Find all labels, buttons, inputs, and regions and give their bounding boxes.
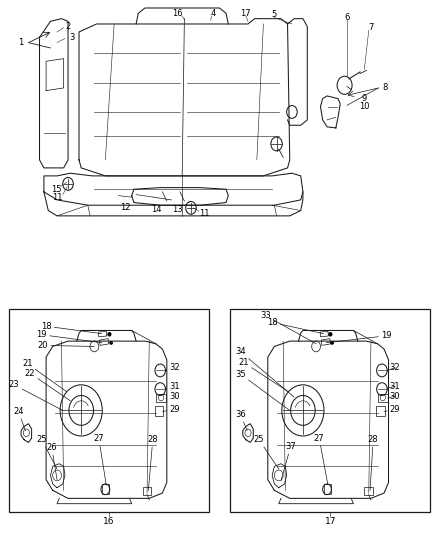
- Text: 34: 34: [235, 348, 293, 397]
- Text: 32: 32: [165, 364, 180, 372]
- Text: 22: 22: [25, 369, 70, 401]
- Text: ●: ●: [329, 340, 334, 345]
- Text: 29: 29: [162, 405, 180, 414]
- Text: 2: 2: [65, 22, 71, 31]
- Text: 16: 16: [102, 517, 114, 526]
- Text: 11: 11: [198, 209, 209, 217]
- Bar: [99, 338, 109, 345]
- Bar: [364, 487, 372, 495]
- Text: 21: 21: [22, 359, 67, 392]
- Bar: [230, 309, 429, 512]
- Text: 33: 33: [260, 311, 315, 344]
- Text: 35: 35: [235, 370, 289, 410]
- Text: 17: 17: [239, 9, 250, 18]
- Text: 30: 30: [166, 392, 180, 400]
- Text: 19: 19: [36, 330, 102, 343]
- Text: ●: ●: [108, 340, 113, 345]
- Bar: [321, 338, 330, 345]
- Text: 17: 17: [324, 517, 336, 526]
- Text: 18: 18: [41, 322, 102, 334]
- Text: 26: 26: [46, 443, 57, 480]
- Text: 15: 15: [51, 185, 61, 193]
- Text: ●: ●: [328, 332, 332, 337]
- Text: 1: 1: [18, 38, 24, 47]
- Text: 31: 31: [165, 382, 180, 391]
- Text: 32: 32: [386, 364, 399, 372]
- Text: 28: 28: [367, 435, 378, 490]
- Text: 25: 25: [36, 435, 57, 469]
- Text: 27: 27: [313, 434, 327, 485]
- Bar: [156, 394, 166, 402]
- Text: 20: 20: [38, 341, 94, 350]
- Text: 7: 7: [367, 23, 373, 32]
- Text: ●: ●: [106, 332, 111, 337]
- Bar: [154, 406, 163, 416]
- Text: 25: 25: [253, 435, 278, 469]
- Text: 16: 16: [172, 9, 183, 18]
- Bar: [319, 331, 328, 337]
- Text: 24: 24: [13, 407, 25, 431]
- Text: 10: 10: [358, 102, 369, 111]
- Text: 37: 37: [280, 442, 295, 481]
- Text: 4: 4: [210, 9, 215, 18]
- Text: 18: 18: [266, 318, 323, 334]
- Text: 14: 14: [150, 205, 161, 214]
- Text: 19: 19: [325, 332, 391, 343]
- Text: 36: 36: [235, 410, 247, 431]
- Text: 23: 23: [9, 381, 63, 410]
- Text: 12: 12: [120, 204, 130, 212]
- Bar: [375, 406, 384, 416]
- Bar: [323, 484, 330, 494]
- Text: 28: 28: [147, 435, 158, 490]
- Bar: [377, 394, 387, 402]
- Bar: [142, 487, 151, 495]
- Text: 8: 8: [381, 84, 386, 92]
- Text: 3: 3: [70, 33, 75, 42]
- Text: 13: 13: [172, 205, 183, 214]
- Bar: [102, 484, 109, 494]
- Text: 5: 5: [271, 11, 276, 19]
- Bar: [98, 331, 106, 337]
- Bar: [9, 309, 208, 512]
- Text: 21: 21: [238, 358, 288, 392]
- Text: 30: 30: [387, 392, 399, 400]
- Text: 9: 9: [361, 94, 366, 103]
- Text: 27: 27: [93, 434, 106, 485]
- Text: 31: 31: [386, 382, 399, 391]
- Text: 6: 6: [343, 13, 349, 21]
- Text: 11: 11: [52, 193, 62, 201]
- Text: 29: 29: [383, 405, 399, 414]
